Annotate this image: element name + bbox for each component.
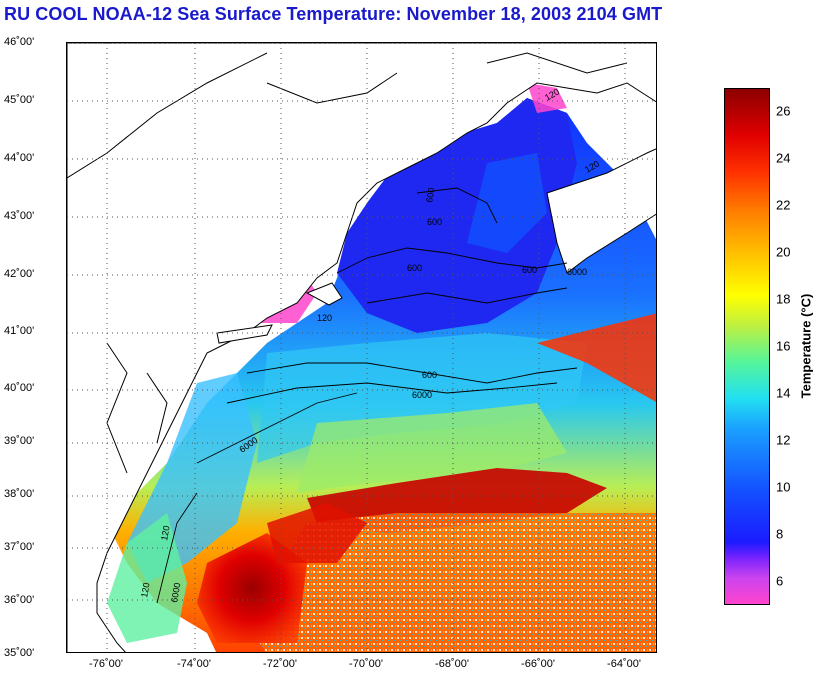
contour-label: 600 [427, 217, 442, 227]
temperature-colorbar [724, 88, 770, 605]
colorbar-tick: 26 [776, 103, 791, 119]
lon-label-68: -68˚00' [435, 658, 469, 670]
lon-label-74: -74˚00' [177, 658, 211, 670]
lat-label-44: 44˚00' [4, 152, 35, 164]
colorbar-tick: 10 [776, 479, 791, 495]
contour-label: 120 [139, 582, 151, 599]
land-mass [67, 43, 656, 652]
contour-label: 600 [522, 265, 537, 275]
contour-label: 600 [407, 263, 422, 273]
lat-label-37: 37˚00' [4, 541, 35, 553]
colorbar-tick: 16 [776, 338, 791, 354]
colorbar-tick: 22 [776, 197, 791, 213]
lat-label-46: 46˚00' [4, 36, 35, 48]
sst-map[interactable]: 120 120 120 600 600 600 600 600 6000 600… [66, 42, 657, 653]
lon-label-66: -66˚00' [521, 658, 555, 670]
lat-label-39: 39˚00' [4, 435, 35, 447]
lon-label-70: -70˚00' [349, 658, 383, 670]
contour-label: 120 [159, 525, 171, 542]
colorbar-tick: 6 [776, 573, 784, 589]
lon-label-64: -64˚00' [607, 658, 641, 670]
colorbar-tick: 18 [776, 291, 791, 307]
colorbar-tick: 12 [776, 432, 791, 448]
contour-label: 600 [422, 370, 437, 380]
contour-label: 6000 [567, 267, 587, 277]
lat-label-38: 38˚00' [4, 488, 35, 500]
lat-label-42: 42˚00' [4, 268, 35, 280]
lat-label-35: 35˚00' [4, 647, 35, 659]
contour-label: 120 [317, 313, 332, 323]
lon-label-76: -76˚00' [89, 658, 123, 670]
contour-label: 600 [424, 187, 436, 204]
colorbar-gradient [725, 89, 769, 604]
graticule [67, 43, 656, 652]
lat-label-41: 41˚00' [4, 325, 35, 337]
colorbar-tick: 24 [776, 150, 791, 166]
contour-label: 6000 [169, 582, 182, 603]
map-canvas: 120 120 120 600 600 600 600 600 6000 600… [67, 43, 656, 652]
colorbar-tick: 14 [776, 385, 791, 401]
bathymetry-contours [156, 187, 578, 604]
lat-label-45: 45˚00' [4, 94, 35, 106]
colorbar-tick: 20 [776, 244, 791, 260]
chart-title: RU COOL NOAA-12 Sea Surface Temperature:… [4, 4, 663, 24]
colorbar-label: Temperature (°C) [798, 293, 814, 399]
colorbar-tick: 8 [776, 526, 784, 542]
lat-label-36: 36˚00' [4, 594, 35, 606]
contour-label: 6000 [412, 390, 432, 400]
lat-label-43: 43˚00' [4, 210, 35, 222]
lon-label-72: -72˚00' [263, 658, 297, 670]
lat-label-40: 40˚00' [4, 382, 35, 394]
